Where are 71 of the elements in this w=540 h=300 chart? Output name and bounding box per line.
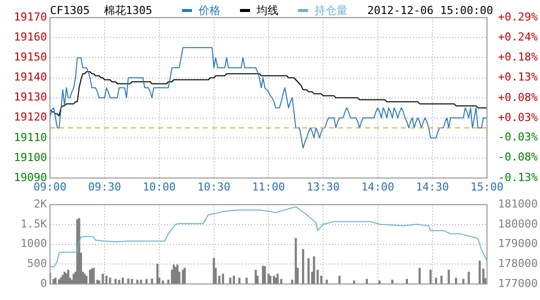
bar [440,276,443,284]
bar [67,270,70,284]
y-tick-label: 19150 [14,50,47,64]
x-tick-label: 10:30 [197,180,230,194]
bar [122,278,124,284]
bar [105,276,108,284]
bar [302,249,304,284]
bar [109,278,112,284]
x-tick-label: 11:00 [252,180,286,194]
y2-tick-label: 181000 [498,197,538,210]
y2-tick-label: 180000 [498,217,538,230]
bar [338,276,341,284]
bar [326,280,328,284]
y2-tick-label: 178000 [498,257,538,270]
y-tick-label: 19110 [14,130,47,144]
bar [254,270,257,284]
bar [238,278,240,284]
x-tick-label: 10:00 [142,180,176,194]
bar [262,266,264,284]
bar [172,264,175,284]
y-tick-label: 500 [27,257,47,270]
legend-label: 持仓量 [314,3,348,18]
x-tick-label: 13:30 [306,180,340,194]
x-tick-label: 14:00 [361,180,394,194]
y2-tick-label: -0.03% [498,130,538,144]
bar [478,260,481,284]
y-tick-label: 19140 [14,70,47,84]
bar [118,280,120,284]
bar [366,278,368,284]
text: 2012-12-06 15:00:00 [367,4,494,17]
y2-tick-label: +0.03% [498,110,538,124]
y-tick-label: 0 [40,276,47,290]
y2-tick-label: +0.08% [498,90,538,104]
y2-tick-label: +0.18% [498,50,538,64]
bar [434,278,438,284]
y2-tick-label: +0.29% [498,10,538,24]
y2-tick-label: 179000 [498,237,538,250]
bar [307,258,310,284]
y-tick-label: 19100 [14,150,47,164]
x-tick-label: 14:30 [416,180,449,194]
y-tick-label: 19120 [14,110,47,124]
y-tick-label: 1.5K [20,217,48,230]
bar [232,276,235,284]
y2-tick-label: 177000 [498,276,538,290]
chart-subtitle: 棉花1305 [104,3,152,18]
bar [448,270,450,284]
bar [468,272,470,284]
bar [222,274,224,284]
y2-tick-label: +0.13% [498,70,538,84]
chart-title: CF1305 [50,4,90,17]
y2-tick-label: -0.08% [498,150,538,164]
y-tick-label: 19160 [14,30,47,44]
bar [264,266,266,284]
y-tick-label: 2K [34,197,48,210]
y-tick-label: 19130 [14,90,47,104]
bar [462,278,464,284]
bar [229,278,232,284]
y-tick-label: 1000 [20,237,47,250]
bar [127,278,130,284]
bar [246,278,248,284]
y-tick-label: 19170 [14,10,47,24]
bar [391,280,394,284]
legend-label: 均线 [256,3,278,18]
y2-tick-label: +0.24% [498,30,538,44]
bar [294,238,297,284]
bar [454,278,458,284]
bar [102,274,104,284]
bar [276,274,279,284]
x-tick-label: 09:30 [88,180,122,194]
bar [312,256,316,284]
legend-label: 价格 [198,3,220,18]
